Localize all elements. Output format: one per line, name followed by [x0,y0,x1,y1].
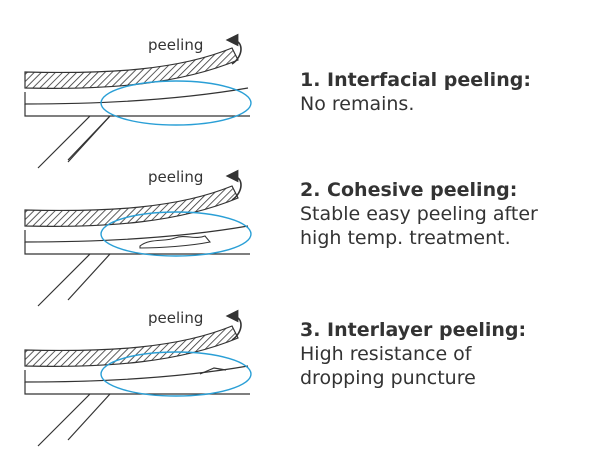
hatched-lid-film [24,185,239,227]
container-body [24,242,250,307]
hatched-lid-film [24,325,239,367]
container-leg [67,393,111,441]
peel-label-1: peeling [148,36,204,54]
sealant-layer [24,87,249,105]
peel-label-3: peeling [148,309,204,327]
sealant-layer [24,225,249,243]
caption-desc-1-line-1: No remains. [300,93,415,115]
container-leg [67,253,111,301]
focus-ellipse [100,80,252,126]
peel-arrow-icon [225,33,242,65]
panel-1-illustration [24,33,252,169]
caption-1: 1. Interfacial peeling: No remains. [300,68,531,116]
caption-title-1: 1. Interfacial peeling: [300,69,531,91]
caption-desc-3-line-2: dropping puncture [300,367,476,389]
container-body [24,104,250,169]
panel-2-illustration [24,169,252,307]
peel-arrow-icon [225,169,242,201]
hatched-lid-film [24,47,239,89]
caption-2: 2. Cohesive peeling: Stable easy peeling… [300,178,538,250]
focus-ellipse [100,211,252,257]
caption-title-2: 2. Cohesive peeling: [300,179,518,201]
caption-desc-2-line-2: high temp. treatment. [300,227,511,249]
container-body [24,382,250,447]
focus-ellipse [100,351,252,397]
caption-desc-3-line-1: High resistance of [300,343,472,365]
caption-title-3: 3. Interlayer peeling: [300,319,527,341]
panel-3-illustration [24,309,252,447]
caption-3: 3. Interlayer peeling: High resistance o… [300,318,526,390]
caption-desc-2-line-1: Stable easy peeling after [300,203,538,225]
cohesive-residue [139,235,212,249]
peel-label-2: peeling [148,168,204,186]
interlayer-split [199,367,227,375]
container-leg [67,115,111,163]
peel-arrow-icon [225,309,242,341]
